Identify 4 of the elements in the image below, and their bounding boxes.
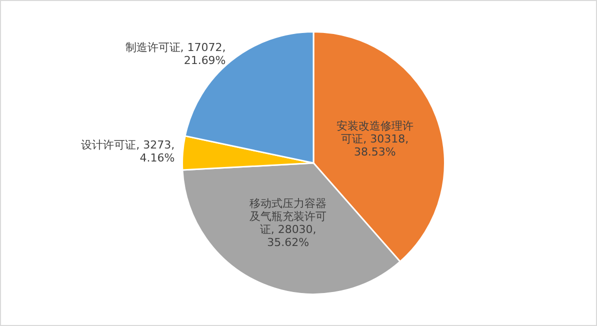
slice-label: 移动式压力容器及气瓶充装许可证, 28030, 35.62% <box>250 196 327 249</box>
slice-label: 制造许可证, 17072, 21.69% <box>125 41 226 68</box>
slice-label: 安装改造修理许可证, 30318, 38.53% <box>336 120 414 159</box>
slice-label: 设计许可证, 3273, 4.16% <box>81 138 175 165</box>
